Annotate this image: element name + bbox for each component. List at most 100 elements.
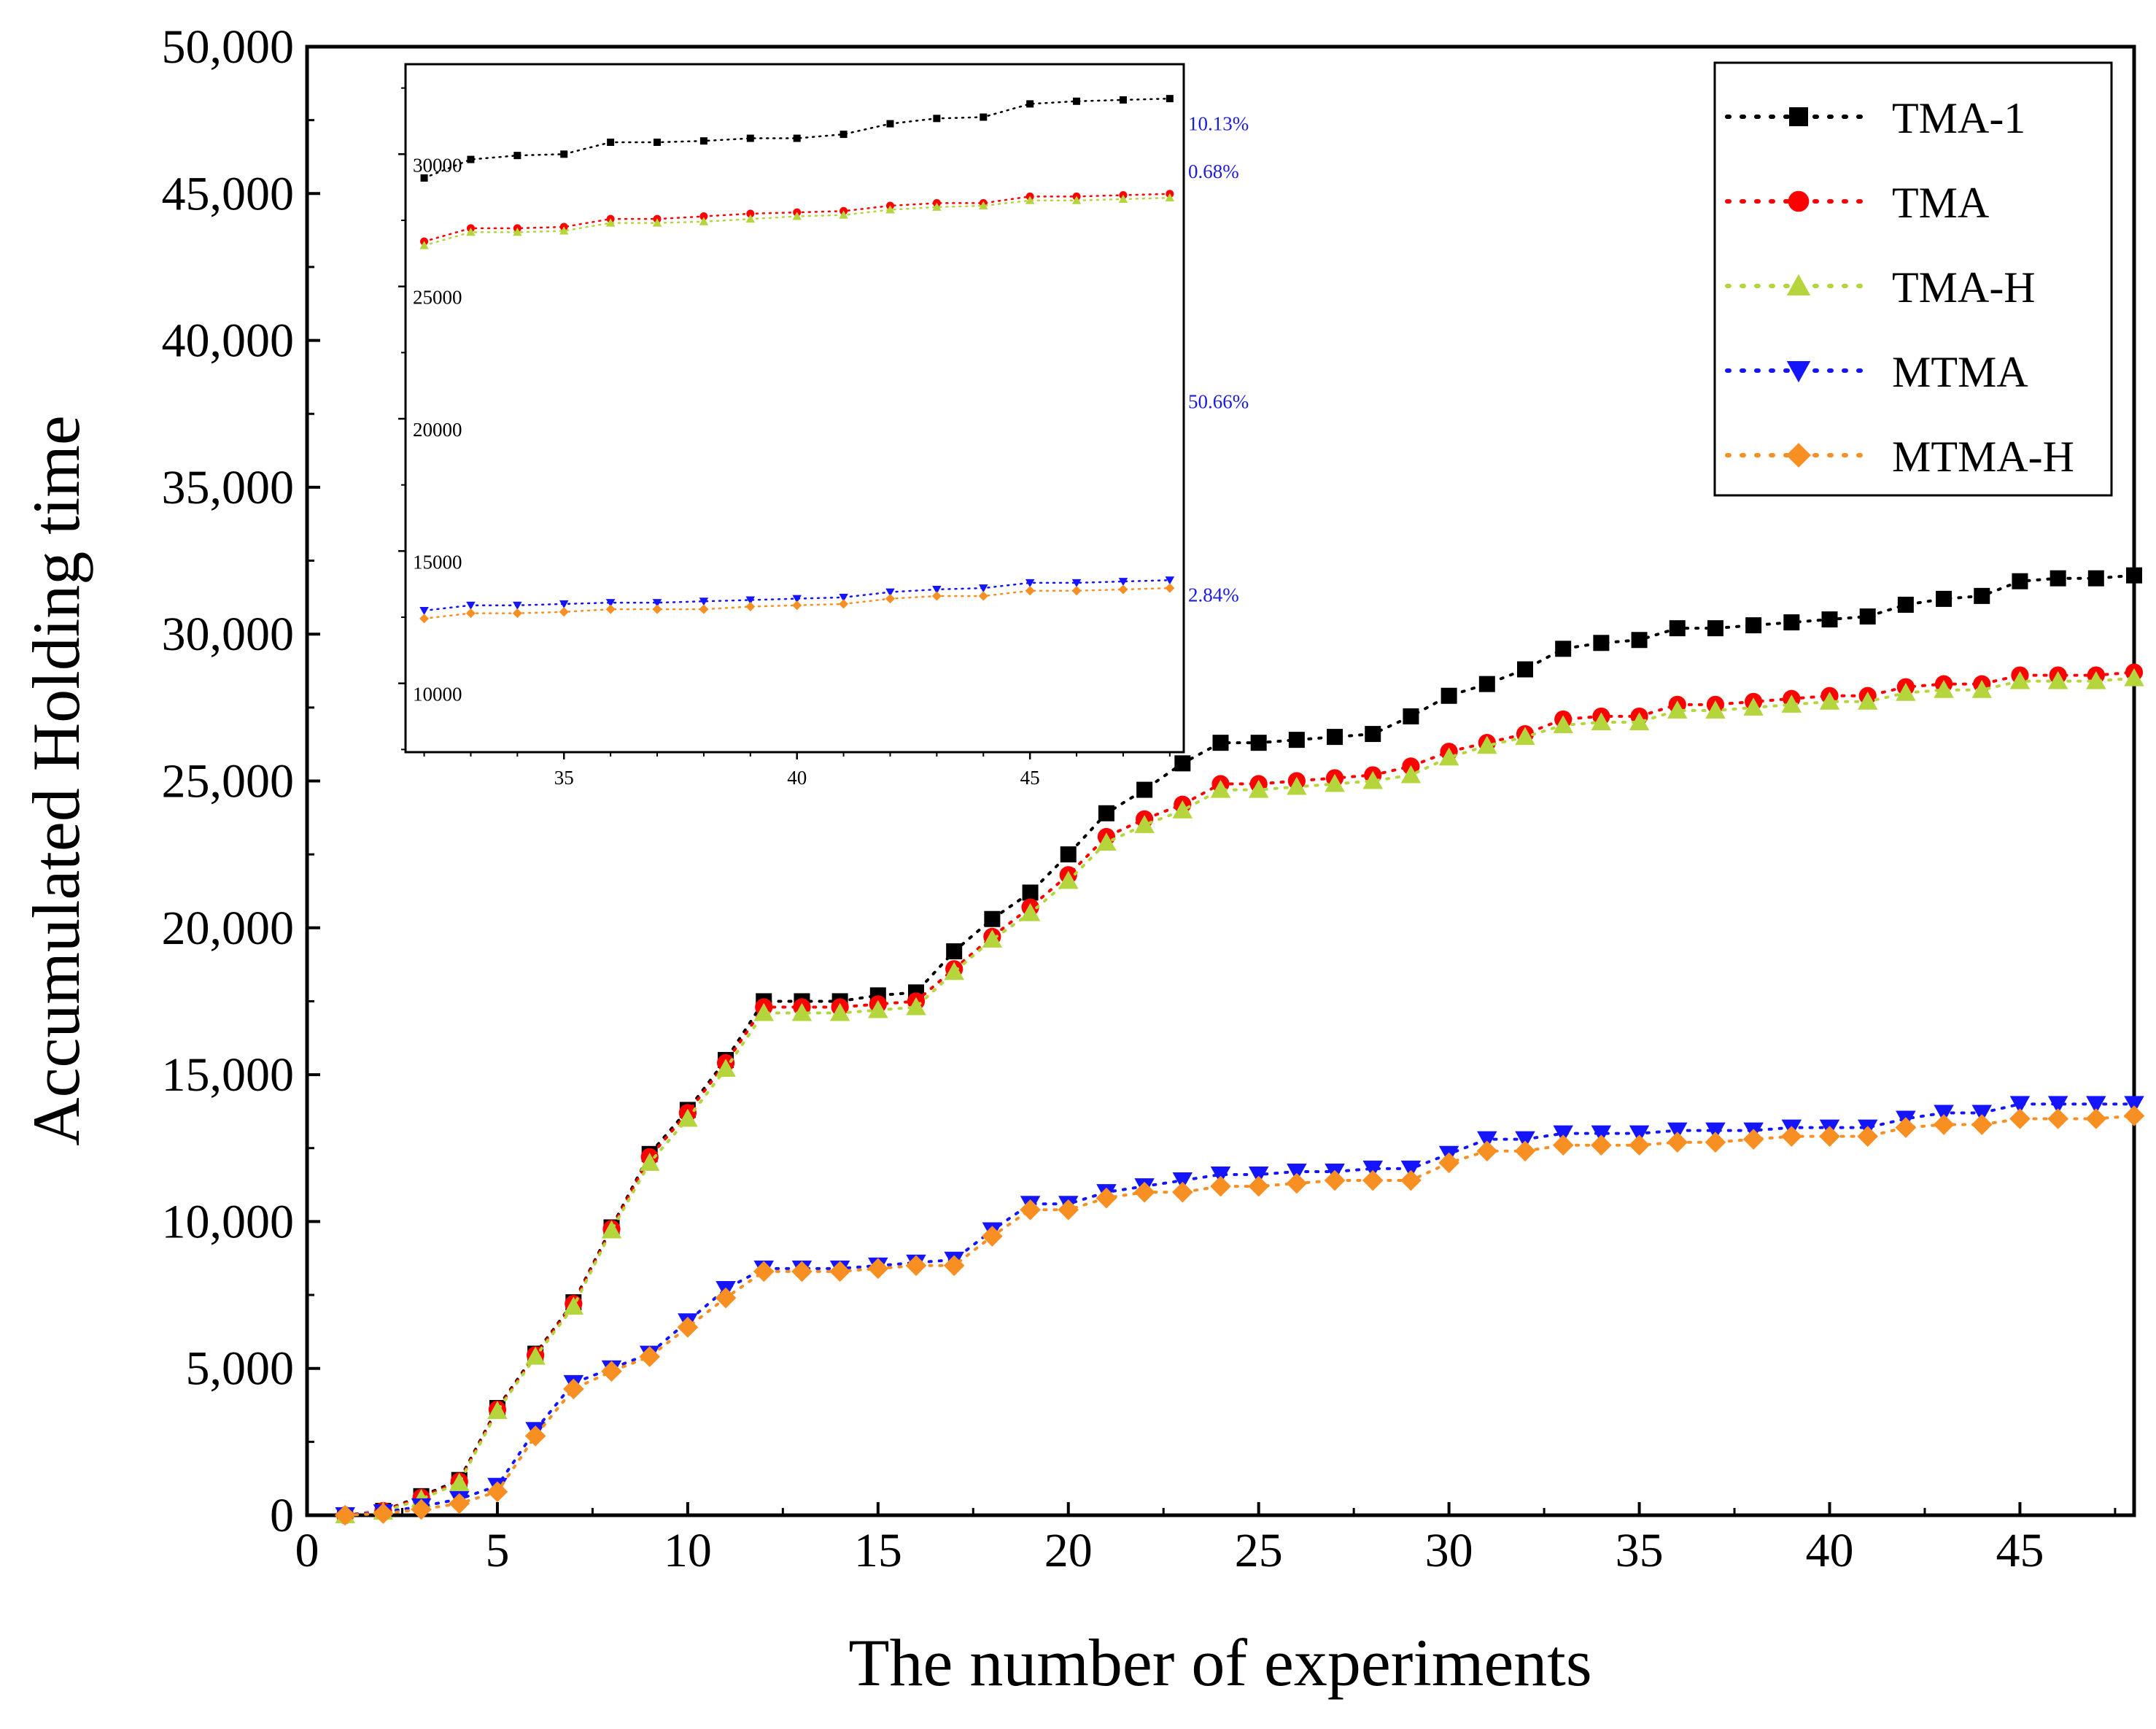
inset-series-tma-1 [420, 95, 1174, 182]
data-point-tma-1 [1022, 884, 1039, 901]
data-point-tma-1 [1897, 596, 1914, 613]
data-point-tma-h [829, 1002, 850, 1021]
data-point-tma-h [1553, 715, 1573, 734]
legend-marker-mtma [1786, 361, 1811, 383]
data-point-mtma-h [1058, 1199, 1079, 1221]
series-line-tma-h [344, 676, 2136, 1517]
inset-data-point-mtma-h [931, 591, 942, 601]
inset-data-point-tma-h [1025, 196, 1035, 204]
data-point-mtma-h [1591, 1134, 1612, 1156]
inset-data-point-tma-1 [607, 138, 615, 146]
data-point-tma-h [639, 1153, 660, 1171]
inset-y-tick-label: 30000 [413, 154, 462, 176]
data-point-tma-h [1819, 692, 1840, 710]
inset-data-point-tma-1 [1119, 96, 1127, 104]
data-point-tma-h [944, 962, 964, 980]
inset-x-tick-label: 35 [554, 767, 574, 789]
data-point-tma-1 [1136, 781, 1153, 798]
data-point-tma-1 [1212, 735, 1229, 751]
inset-data-point-mtma-h [745, 602, 756, 612]
data-point-mtma-h [563, 1378, 584, 1400]
inset-data-point-mtma [932, 585, 942, 595]
data-point-tma-h [1705, 700, 1726, 719]
inset-data-point-tma-h [699, 217, 709, 225]
data-point-tma-h [906, 997, 926, 1016]
series-mtma-h [334, 1105, 2145, 1526]
x-tick-label: 35 [1616, 1524, 1664, 1577]
series-line-tma-1 [344, 573, 2136, 1517]
main-y-axis: 0 5,000 10,000 15,000 20,000 25,000 30,000 35,0… [162, 20, 320, 1542]
inset-plot-frame [404, 63, 1185, 754]
x-tick-label: 15 [854, 1524, 902, 1577]
inset-data-point-tma-h [513, 228, 522, 236]
data-point-mtma [2009, 1096, 2031, 1115]
data-point-mtma-h [1895, 1117, 1917, 1138]
y-tick-label: 50,000 [162, 20, 295, 74]
data-point-mtma-h [1133, 1181, 1155, 1203]
data-point-tma-h [487, 1401, 508, 1420]
data-point-tma-h [1134, 815, 1155, 833]
data-point-mtma [2047, 1096, 2068, 1115]
data-point-tma-h [716, 1059, 736, 1078]
data-point-mtma-h [753, 1261, 775, 1283]
data-point-mtma-h [1020, 1199, 1041, 1221]
data-point-tma-1 [1593, 635, 1610, 651]
inset-data-point-tma-1 [746, 134, 754, 142]
data-point-tma-1 [1517, 661, 1533, 678]
data-point-tma-h [1667, 700, 1688, 719]
data-point-mtma-h [1857, 1126, 1878, 1147]
data-point-tma-1 [1555, 641, 1572, 657]
data-point-tma-h [753, 1002, 774, 1021]
x-tick-label: 5 [485, 1524, 509, 1577]
inset-series-mtma [419, 576, 1175, 616]
data-point-mtma-h [1514, 1140, 1536, 1162]
inset-percentage-label: 0.68% [1188, 160, 1239, 182]
inset-percentage-label: 50.66% [1188, 391, 1249, 413]
data-point-mtma [1667, 1122, 1688, 1141]
legend-entry-tma-h: TMA-H [1725, 263, 2036, 312]
data-point-mtma-h [1172, 1181, 1193, 1203]
data-point-mtma [1210, 1166, 1231, 1185]
inset-data-point-mtma [1165, 576, 1175, 585]
data-point-mtma-h [1819, 1126, 1840, 1147]
data-point-mtma-h [715, 1287, 737, 1309]
legend-label-mtma-h: MTMA-H [1892, 433, 2074, 481]
inset-data-point-mtma [745, 596, 756, 605]
x-tick-label: 25 [1235, 1524, 1283, 1577]
inset-series-mtma-h [419, 583, 1175, 624]
data-point-tma-h [1857, 692, 1878, 710]
data-point-tma-h [1896, 682, 1916, 701]
inset-y-tick-label: 15000 [413, 551, 462, 573]
inset-data-point-mtma [1071, 579, 1082, 588]
data-point-mtma-h [1362, 1169, 1384, 1191]
data-point-mtma-h [1324, 1169, 1346, 1191]
data-point-mtma-h [2009, 1108, 2031, 1129]
inset-data-point-tma-h [559, 226, 569, 235]
inset-background [406, 64, 1184, 752]
data-point-tma-1 [1974, 587, 1990, 604]
data-point-tma-h [1438, 747, 1459, 766]
inset-percentage-label: 2.84% [1188, 584, 1239, 606]
inset-data-point-tma-h [932, 202, 942, 211]
data-point-tma-1 [1631, 632, 1648, 649]
data-point-tma-1 [2126, 567, 2142, 584]
data-point-tma-1 [2087, 570, 2104, 587]
y-axis-title: Accumulated Holding time [19, 415, 93, 1146]
data-point-mtma-h [1096, 1187, 1117, 1209]
data-point-mtma-h [1781, 1126, 1802, 1147]
inset-data-point-mtma-h [1118, 584, 1128, 595]
data-point-tma-h [2124, 668, 2144, 686]
data-point-tma-h [1934, 679, 1954, 698]
data-point-tma-1 [2012, 573, 2028, 589]
data-point-tma-1 [1060, 846, 1077, 863]
inset-data-point-tma-h [979, 201, 988, 210]
inset-x-tick-label: 40 [787, 767, 807, 789]
data-point-mtma-h [334, 1504, 356, 1526]
data-point-tma-1 [1327, 729, 1343, 746]
data-point-mtma-h [1286, 1172, 1308, 1194]
inset-data-point-tma-1 [654, 138, 662, 146]
inset-data-point-tma-h [745, 214, 756, 223]
data-point-mtma-h [449, 1493, 470, 1515]
data-point-tma-h [1287, 776, 1307, 795]
